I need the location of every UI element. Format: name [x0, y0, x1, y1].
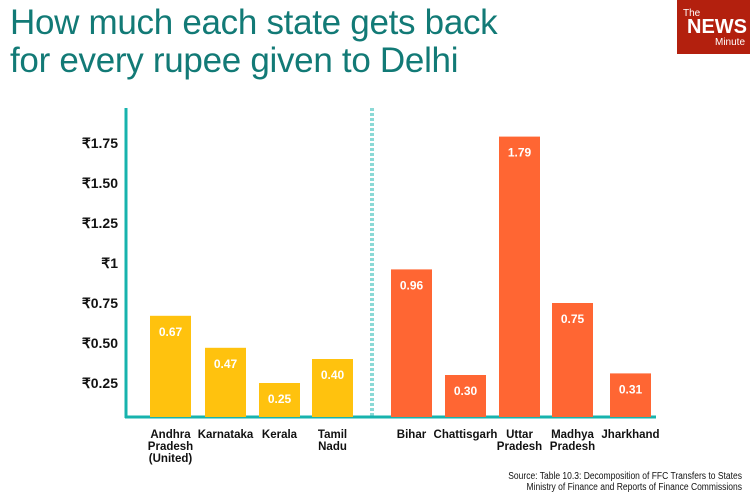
bar-value-label: 0.47	[214, 357, 238, 371]
x-category-label: Tamil	[318, 429, 347, 441]
bar-value-label: 0.31	[619, 382, 643, 396]
bar	[391, 269, 432, 417]
x-category-label: Bihar	[397, 429, 427, 441]
x-category-label: Madhya	[551, 429, 594, 441]
source-line-1: Source: Table 10.3: Decomposition of FFC…	[508, 471, 742, 482]
x-category-label: Pradesh	[497, 441, 542, 453]
bar	[259, 383, 300, 417]
x-category-label: Andhra	[150, 429, 191, 441]
x-category-label: Nadu	[318, 441, 347, 453]
source-line-2: Ministry of Finance and Reports of Finan…	[526, 482, 742, 493]
x-category-label: Karnataka	[198, 429, 254, 441]
y-tick-label: ₹1.50	[82, 175, 118, 191]
y-tick-label: ₹1	[101, 255, 118, 271]
x-category-label: (United)	[149, 453, 193, 465]
bar	[552, 303, 593, 417]
logo-news: NEWS	[687, 16, 747, 38]
bar	[312, 359, 353, 417]
chart-title: How much each state gets back for every …	[10, 3, 498, 80]
y-tick-label: ₹0.25	[82, 375, 118, 391]
bar	[610, 373, 651, 417]
bar-value-label: 0.67	[159, 325, 183, 339]
bar	[150, 315, 191, 417]
bar	[499, 136, 540, 417]
logo-minute: Minute	[715, 37, 746, 48]
bar-value-label: 0.30	[454, 384, 478, 398]
title-line-1: How much each state gets back	[10, 3, 498, 42]
x-category-label: Pradesh	[148, 441, 193, 453]
bar-value-label: 0.96	[400, 278, 424, 292]
x-category-label: Uttar	[506, 429, 533, 441]
bar-value-label: 0.40	[321, 368, 345, 382]
y-tick-label: ₹0.75	[82, 295, 118, 311]
y-tick-label: ₹1.25	[82, 215, 118, 231]
x-category-label: Pradesh	[550, 441, 595, 453]
logo-the: The	[683, 8, 701, 19]
bar-value-label: 1.79	[508, 146, 532, 160]
bar-value-label: 0.25	[268, 392, 292, 406]
y-tick-label: ₹1.75	[82, 135, 118, 151]
bar-value-label: 0.75	[561, 312, 585, 326]
x-category-label: Kerala	[262, 429, 298, 441]
news-minute-logo: The NEWS Minute	[677, 0, 750, 54]
bar	[205, 347, 246, 417]
x-category-label: Jharkhand	[601, 429, 659, 441]
x-category-label: Chattisgarh	[434, 429, 498, 441]
y-tick-label: ₹0.50	[82, 335, 118, 351]
source-note: Source: Table 10.3: Decomposition of FFC…	[508, 471, 742, 493]
bar	[445, 375, 486, 417]
title-line-2: for every rupee given to Delhi	[10, 41, 459, 80]
